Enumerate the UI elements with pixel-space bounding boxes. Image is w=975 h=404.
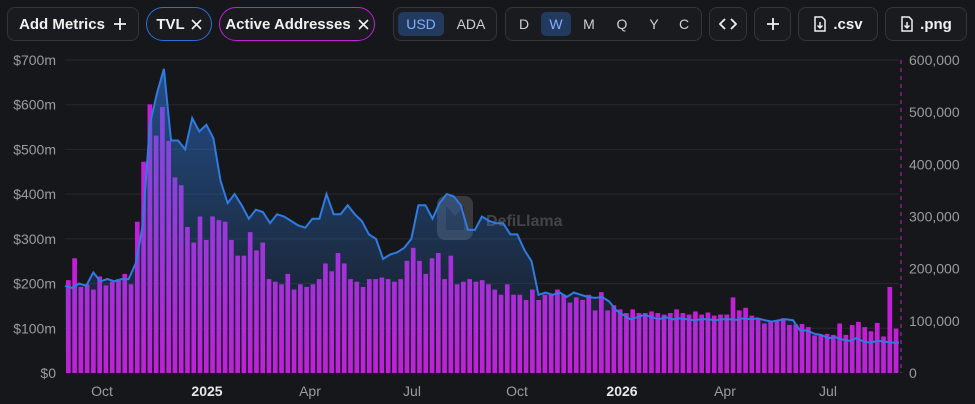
metric-pill-tvl-label: TVL [156, 15, 185, 33]
right-tick-label: 500,000 [909, 104, 960, 120]
close-icon[interactable] [191, 18, 202, 30]
metric-pill-active-addresses[interactable]: Active Addresses [219, 7, 375, 41]
period-w[interactable]: W [541, 12, 571, 36]
left-axis: $0 $100m $200m $300m $400m $500m $600m $700m [13, 52, 56, 381]
left-tick-label: $500m [13, 141, 56, 157]
add-metrics-button[interactable]: Add Metrics [7, 7, 139, 41]
toolbar: Add Metrics TVL Active Addresses USD ADA… [0, 0, 975, 50]
left-tick-label: $600m [13, 97, 56, 113]
right-tick-label: 0 [909, 365, 917, 381]
download-csv-button[interactable]: .csv [798, 7, 878, 41]
tvl-area [65, 68, 899, 374]
plus-icon [766, 17, 780, 31]
left-tick-label: $300m [13, 231, 56, 247]
right-tick-label: 300,000 [909, 209, 960, 225]
left-tick-label: $400m [13, 186, 56, 202]
right-tick-label: 600,000 [909, 52, 960, 68]
period-y[interactable]: Y [649, 16, 659, 32]
tvl-line [64, 68, 899, 344]
download-png-label: .png [920, 15, 952, 33]
active-addresses-bar [887, 286, 893, 373]
right-tick-label: 200,000 [909, 261, 960, 277]
add-metrics-label: Add Metrics [19, 15, 105, 33]
embed-button[interactable] [709, 7, 747, 41]
denomination-toggle: USD ADA [393, 7, 497, 41]
x-tick-label: Jul [819, 383, 837, 399]
metric-pill-active-addresses-label: Active Addresses [225, 15, 351, 33]
x-tick-label: Oct [506, 383, 528, 399]
x-tick-label: Apr [714, 383, 736, 399]
left-tick-label: $700m [13, 52, 56, 68]
denomination-usd[interactable]: USD [398, 12, 444, 36]
period-m[interactable]: M [583, 16, 595, 32]
plus-icon [113, 17, 127, 31]
left-tick-label: $200m [13, 276, 56, 292]
metric-pill-tvl[interactable]: TVL [146, 7, 212, 41]
x-tick-label: Jul [403, 383, 421, 399]
add-chart-button[interactable] [754, 7, 791, 41]
right-axis: 0 100,000 200,000 300,000 400,000 500,000 600,… [909, 52, 960, 381]
file-download-icon [813, 16, 827, 32]
x-axis: Oct 2025 Apr Jul Oct 2026 Apr Jul [91, 383, 837, 399]
close-icon[interactable] [358, 18, 369, 30]
left-tick-label: $0 [40, 365, 56, 381]
code-icon [719, 17, 737, 31]
download-png-button[interactable]: .png [885, 7, 967, 41]
period-c[interactable]: C [678, 16, 690, 32]
period-q[interactable]: Q [616, 16, 628, 32]
period-d[interactable]: D [518, 16, 530, 32]
file-download-icon [900, 16, 914, 32]
x-tick-label: Oct [91, 383, 113, 399]
left-tick-label: $100m [13, 320, 56, 336]
period-toggle: D W M Q Y C [505, 7, 702, 41]
x-tick-label: 2026 [606, 383, 637, 399]
chart[interactable]: $0 $100m $200m $300m $400m $500m $600m $700m 0 1… [0, 50, 975, 404]
download-csv-label: .csv [833, 15, 863, 33]
right-tick-label: 400,000 [909, 156, 960, 172]
right-tick-label: 100,000 [909, 313, 960, 329]
x-tick-label: Apr [299, 383, 321, 399]
denomination-ada[interactable]: ADA [456, 16, 486, 32]
x-tick-label: 2025 [191, 383, 222, 399]
